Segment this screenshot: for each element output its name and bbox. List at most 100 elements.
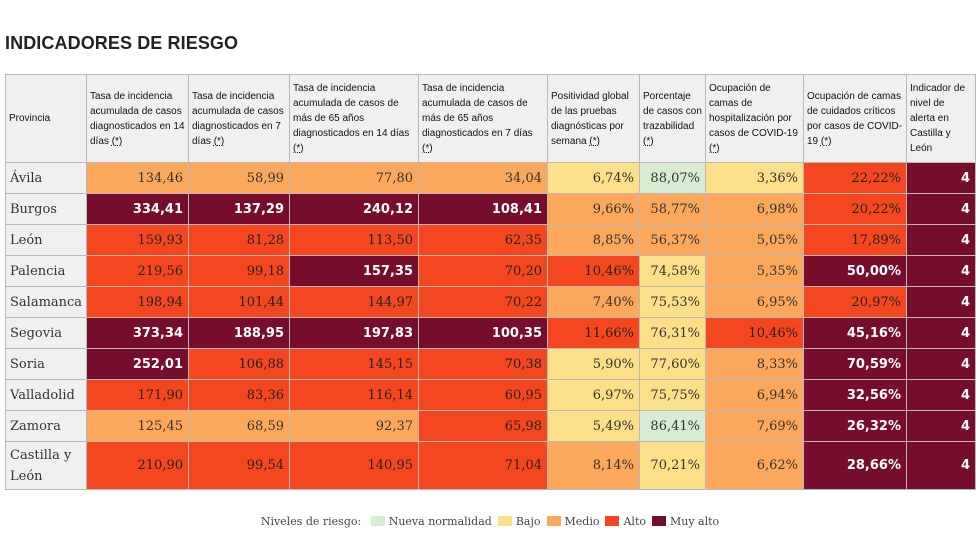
value-cell: 101,44 xyxy=(188,286,290,318)
legend-swatch xyxy=(605,516,620,527)
header-nivel-alerta: Indicador de nivel de alerta en Castilla… xyxy=(906,74,976,163)
legend-swatch xyxy=(370,516,385,527)
value-cell: 4 xyxy=(906,348,976,380)
value-cell: 116,14 xyxy=(289,379,419,411)
legend-label: Alto xyxy=(623,514,646,528)
value-cell: 4 xyxy=(906,286,976,318)
footnote-link[interactable]: (*) xyxy=(111,135,123,147)
value-cell: 70,21% xyxy=(639,441,706,490)
header-ia14: Tasa de incidencia acumulada de casos di… xyxy=(86,74,189,163)
value-cell: 4 xyxy=(906,162,976,194)
value-cell: 373,34 xyxy=(86,317,189,349)
risk-legend: Niveles de riesgo: Nueva normalidad Bajo M… xyxy=(0,514,980,528)
value-cell: 125,45 xyxy=(86,410,189,442)
value-cell: 77,80 xyxy=(289,162,419,194)
value-cell: 6,98% xyxy=(705,193,804,225)
value-cell: 240,12 xyxy=(289,193,419,225)
value-cell: 28,66% xyxy=(803,441,907,490)
value-cell: 137,29 xyxy=(188,193,290,225)
value-cell: 219,56 xyxy=(86,255,189,287)
value-cell: 134,46 xyxy=(86,162,189,194)
value-cell: 6,74% xyxy=(547,162,640,194)
footnote-link[interactable]: (*) xyxy=(643,135,654,147)
legend-swatch xyxy=(652,516,666,527)
value-cell: 5,90% xyxy=(547,348,640,380)
value-cell: 70,20 xyxy=(418,255,548,287)
header-hospitalizacion: Ocupación de camas de hospitalización po… xyxy=(705,74,804,163)
table-row: Zamora 125,45 68,59 92,37 65,98 5,49% 86,41% 7,… xyxy=(5,410,976,442)
value-cell: 56,37% xyxy=(639,224,706,256)
province-cell: Salamanca xyxy=(5,286,87,318)
legend-title: Niveles de riesgo: xyxy=(260,514,362,528)
value-cell: 210,90 xyxy=(86,441,189,490)
value-cell: 88,07% xyxy=(639,162,706,194)
value-cell: 5,35% xyxy=(705,255,804,287)
value-cell: 144,97 xyxy=(289,286,419,318)
table-row: Valladolid 171,90 83,36 116,14 60,95 6,97% 75,… xyxy=(5,379,976,411)
value-cell: 45,16% xyxy=(803,317,907,349)
value-cell: 159,93 xyxy=(86,224,189,256)
footnote-link[interactable]: (*) xyxy=(293,143,304,154)
table-body: Ávila 134,46 58,99 77,80 34,04 6,74% 88,07% 3,3… xyxy=(5,162,976,490)
value-cell: 4 xyxy=(906,255,976,287)
value-cell: 70,59% xyxy=(803,348,907,380)
footnote-link[interactable]: (*) xyxy=(820,135,832,147)
value-cell: 6,62% xyxy=(705,441,804,490)
province-cell: León xyxy=(5,224,87,256)
value-cell: 8,33% xyxy=(705,348,804,380)
value-cell: 106,88 xyxy=(188,348,290,380)
value-cell: 198,94 xyxy=(86,286,189,318)
table-row: Ávila 134,46 58,99 77,80 34,04 6,74% 88,07% 3,3… xyxy=(5,162,976,194)
table-row: Soria 252,01 106,88 145,15 70,38 5,90% 77,60% 8… xyxy=(5,348,976,380)
header-uci: Ocupación de camas de cuidados críticos … xyxy=(803,74,907,163)
province-cell: Burgos xyxy=(5,193,87,225)
province-cell: Castilla y León xyxy=(5,441,87,490)
footnote-link[interactable]: (*) xyxy=(589,135,600,147)
table-row: Castilla y León 210,90 99,54 140,95 71,04 8,1… xyxy=(5,441,976,490)
value-cell: 5,49% xyxy=(547,410,640,442)
value-cell: 6,97% xyxy=(547,379,640,411)
value-cell: 81,28 xyxy=(188,224,290,256)
legend-label: Medio xyxy=(564,514,600,528)
value-cell: 4 xyxy=(906,193,976,225)
value-cell: 26,32% xyxy=(803,410,907,442)
value-cell: 65,98 xyxy=(418,410,548,442)
value-cell: 3,36% xyxy=(705,162,804,194)
legend-label: Bajo xyxy=(515,514,541,528)
header-trazabilidad: Porcentaje de casos con trazabilidad (*) xyxy=(639,74,706,163)
value-cell: 70,38 xyxy=(418,348,548,380)
header-row: Provincia Tasa de incidencia acumulada d… xyxy=(5,74,976,163)
value-cell: 5,05% xyxy=(705,224,804,256)
footnote-link[interactable]: (*) xyxy=(709,143,720,154)
table-row: Palencia 219,56 99,18 157,35 70,20 10,46% 74,5… xyxy=(5,255,976,287)
value-cell: 75,75% xyxy=(639,379,706,411)
legend-label: Nueva normalidad xyxy=(388,514,492,528)
footnote-link[interactable]: (*) xyxy=(213,135,225,147)
value-cell: 17,89% xyxy=(803,224,907,256)
page-title: INDICADORES DE RIESGO xyxy=(5,33,239,53)
value-cell: 75,53% xyxy=(639,286,706,318)
table-row: Salamanca 198,94 101,44 144,97 70,22 7,40% 75,… xyxy=(5,286,976,318)
header-ia65-14: Tasa de incidencia acumulada de casos de… xyxy=(289,74,419,163)
value-cell: 20,97% xyxy=(803,286,907,318)
value-cell: 4 xyxy=(906,441,976,490)
value-cell: 100,35 xyxy=(418,317,548,349)
risk-indicators-table: Provincia Tasa de incidencia acumulada d… xyxy=(5,74,976,490)
value-cell: 171,90 xyxy=(86,379,189,411)
legend-swatch xyxy=(497,516,512,527)
header-ia65-7: Tasa de incidencia acumulada de casos de… xyxy=(418,74,548,163)
value-cell: 74,58% xyxy=(639,255,706,287)
province-cell: Palencia xyxy=(5,255,87,287)
value-cell: 58,77% xyxy=(639,193,706,225)
footnote-link[interactable]: (*) xyxy=(422,143,433,154)
header-ia7: Tasa de incidencia acumulada de casos di… xyxy=(188,74,290,163)
value-cell: 7,69% xyxy=(705,410,804,442)
value-cell: 140,95 xyxy=(289,441,419,490)
value-cell: 4 xyxy=(906,379,976,411)
value-cell: 10,46% xyxy=(705,317,804,349)
value-cell: 71,04 xyxy=(418,441,548,490)
value-cell: 70,22 xyxy=(418,286,548,318)
value-cell: 68,59 xyxy=(188,410,290,442)
value-cell: 252,01 xyxy=(86,348,189,380)
table-row: León 159,93 81,28 113,50 62,35 8,85% 56,37% 5,0… xyxy=(5,224,976,256)
